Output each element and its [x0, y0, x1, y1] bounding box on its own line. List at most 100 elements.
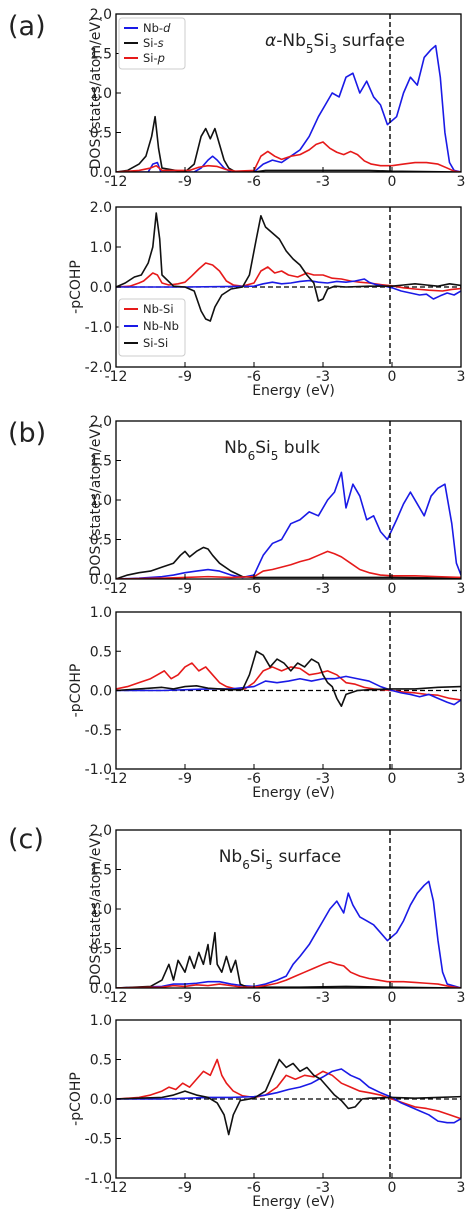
- y-tick-label: 1.0: [90, 493, 112, 509]
- x-tick-label: -12: [105, 581, 128, 597]
- panel-label: (a): [8, 11, 46, 42]
- x-tick-label: -6: [247, 771, 261, 787]
- y-tick-label: 0.0: [90, 684, 112, 700]
- y-tick-label: 2.0: [90, 823, 112, 839]
- panel-title: α-Nb5Si3 surface: [265, 31, 405, 56]
- y-tick-label: 1.0: [90, 605, 112, 621]
- legend: Nb-dSi-sSi-p: [118, 17, 186, 70]
- legend-label: Nb-Nb: [143, 319, 179, 333]
- cohp-subplot-2: -12 -9 -6 -3 0 3 -1.0 -0.5 0.0 0.5 1.0 -pCOHP Energy…: [68, 605, 465, 801]
- panel-label: (b): [8, 418, 46, 449]
- x-tick-label: -6: [247, 174, 261, 190]
- y-tick-label: 0.0: [90, 165, 112, 181]
- x-tick-label: 0: [388, 1180, 397, 1196]
- y-tick-label: 2.0: [90, 7, 112, 23]
- legend-label: Si-Si: [143, 336, 168, 350]
- x-tick-label: -9: [178, 771, 192, 787]
- x-tick-label: -3: [316, 1180, 330, 1196]
- series-line-nb-nb: [116, 675, 461, 706]
- energy-axis-label: Energy (eV): [252, 1194, 335, 1210]
- x-tick-label: 0: [388, 581, 397, 597]
- y-tick-label: 0.5: [90, 942, 112, 958]
- dos-axis-label: DOS (states/atom/eV): [88, 833, 104, 986]
- energy-axis-label: Energy (eV): [252, 785, 335, 801]
- x-tick-label: -3: [316, 771, 330, 787]
- x-tick-label: -12: [105, 990, 128, 1006]
- x-tick-label: -9: [178, 581, 192, 597]
- series-line-nb-d: [116, 471, 461, 579]
- x-tick-label: -9: [178, 174, 192, 190]
- legend-box: [118, 298, 186, 357]
- x-tick-label: -9: [178, 990, 192, 1006]
- dos-axis-label: DOS (states/atom/eV): [88, 17, 104, 170]
- panel-title: Nb6Si5 bulk: [224, 438, 320, 463]
- y-tick-label: 2.0: [90, 200, 112, 216]
- y-tick-label: 0.0: [90, 981, 112, 997]
- y-tick-label: 0.5: [90, 644, 112, 660]
- y-tick-label: 0.5: [90, 1053, 112, 1069]
- x-tick-label: 0: [388, 771, 397, 787]
- cohp-axis-label: -pCOHP: [68, 664, 84, 718]
- legend-box: [118, 17, 186, 70]
- y-tick-label: 0.0: [90, 280, 112, 296]
- series-line-si-s: [116, 546, 461, 579]
- y-tick-label: -0.5: [85, 723, 112, 739]
- y-tick-label: 1.5: [90, 454, 112, 470]
- x-tick-label: 0: [388, 990, 397, 1006]
- x-tick-label: -9: [178, 1180, 192, 1196]
- y-tick-label: 0.5: [90, 533, 112, 549]
- y-tick-label: -1.0: [85, 1171, 112, 1187]
- y-tick-label: 0.5: [90, 126, 112, 142]
- y-tick-label: -0.5: [85, 1132, 112, 1148]
- series-line-si-si: [116, 212, 461, 322]
- x-tick-label: 3: [457, 369, 466, 385]
- x-tick-label: -3: [316, 581, 330, 597]
- y-tick-label: 0.0: [90, 1092, 112, 1108]
- x-tick-label: -3: [316, 369, 330, 385]
- series-line-nb-si: [116, 262, 461, 292]
- cohp-axis-label: -pCOHP: [68, 260, 84, 314]
- energy-axis-label: Energy (eV): [252, 383, 335, 399]
- x-tick-label: -12: [105, 1180, 128, 1196]
- x-tick-label: -12: [105, 771, 128, 787]
- series-line-si-si: [116, 650, 461, 707]
- y-tick-label: -1.0: [85, 320, 112, 336]
- series-line-si-si: [116, 1058, 461, 1136]
- y-tick-label: 1.0: [90, 86, 112, 102]
- series-line-nb-d: [116, 44, 461, 172]
- x-tick-label: -6: [247, 990, 261, 1006]
- series-line-si-p: [116, 141, 461, 172]
- x-tick-label: 3: [457, 581, 466, 597]
- legend-label: Nb-Si: [143, 302, 174, 316]
- y-tick-label: 2.0: [90, 414, 112, 430]
- series-line-si-p: [116, 961, 461, 988]
- legend-label: Si-p: [143, 51, 165, 65]
- legend: Nb-Si Nb-Nb Si-Si: [118, 298, 186, 357]
- y-tick-label: -2.0: [85, 360, 112, 376]
- x-tick-label: -3: [316, 990, 330, 1006]
- series-line-si-p: [116, 550, 461, 579]
- legend-label: Nb-d: [143, 21, 171, 35]
- x-tick-label: 3: [457, 174, 466, 190]
- x-tick-label: 0: [388, 369, 397, 385]
- x-tick-label: -6: [247, 581, 261, 597]
- x-tick-label: -3: [316, 174, 330, 190]
- series-line-si-s: [116, 115, 461, 172]
- y-tick-label: -1.0: [85, 762, 112, 778]
- x-tick-label: -6: [247, 1180, 261, 1196]
- x-tick-label: -12: [105, 369, 128, 385]
- y-tick-label: 1.0: [90, 1013, 112, 1029]
- y-tick-label: 1.5: [90, 47, 112, 63]
- panel-title: Nb6Si5 surface: [219, 847, 342, 872]
- x-tick-label: 3: [457, 1180, 466, 1196]
- y-tick-label: 1.0: [90, 240, 112, 256]
- cohp-subplot-3: -12 -9 -6 -3 0 3 -1.0 -0.5 0.0 0.5 1.0 -pCOHP Energy…: [68, 1013, 465, 1210]
- dos-axis-label: DOS (states/atom/eV): [88, 424, 104, 577]
- x-tick-label: -6: [247, 369, 261, 385]
- cohp-subplot-1: -12 -9 -6 -3 0 3 -2.0 -1.0 0.0 1.0 2.0 -pCOHP Energy…: [68, 200, 465, 399]
- x-tick-label: -9: [178, 369, 192, 385]
- series-line-nb-d: [116, 880, 461, 988]
- y-tick-label: 0.0: [90, 572, 112, 588]
